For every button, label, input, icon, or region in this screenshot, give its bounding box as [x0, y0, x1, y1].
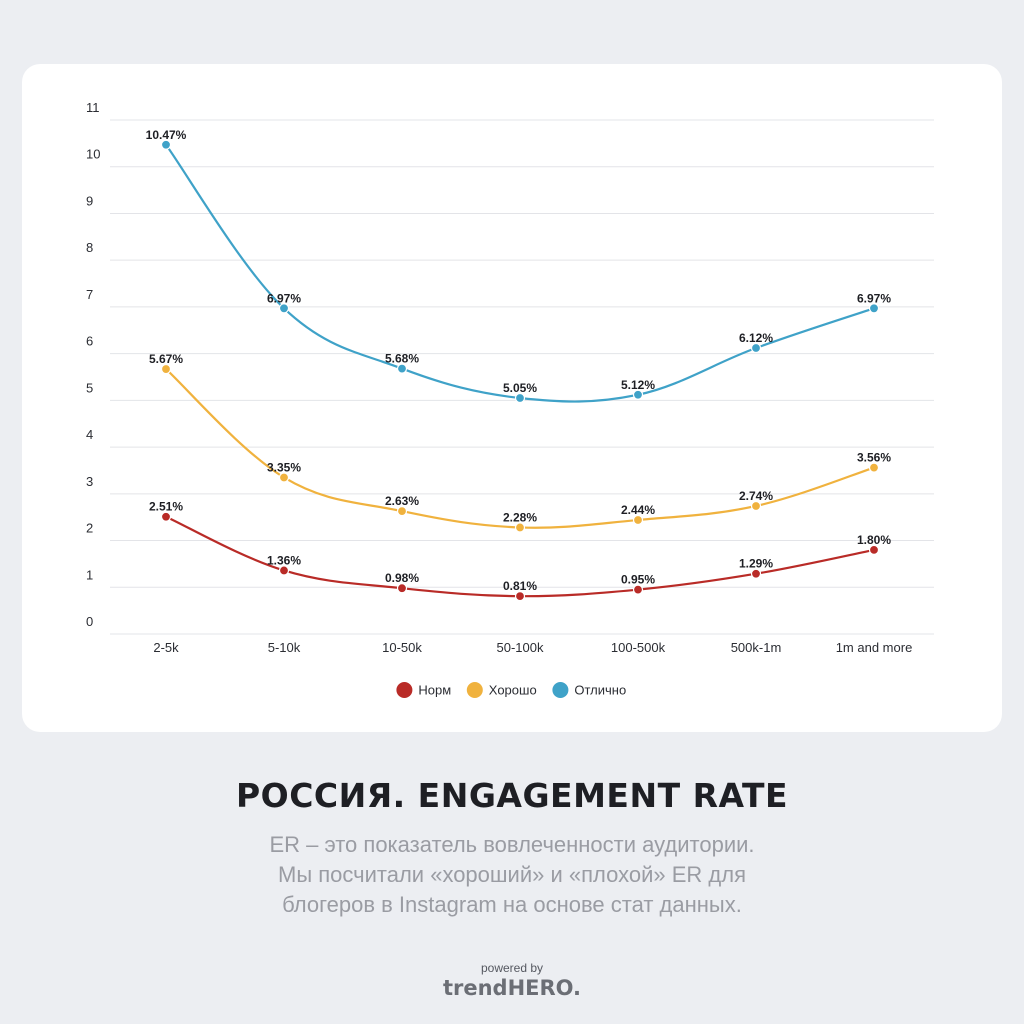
data-point [868, 544, 880, 555]
data-label: 0.95% [621, 573, 655, 587]
legend-label: Отлично [574, 683, 626, 698]
data-label: 5.12% [621, 378, 655, 392]
legend-marker [396, 682, 413, 698]
data-label: 2.63% [385, 494, 419, 508]
data-point [632, 389, 644, 400]
y-tick-label: 2 [86, 521, 93, 536]
data-label: 10.47% [146, 128, 187, 142]
data-point [278, 472, 290, 483]
data-point [514, 522, 526, 533]
data-point [750, 568, 762, 579]
data-label: 6.12% [739, 331, 773, 345]
data-label: 1.80% [857, 533, 891, 547]
data-label: 5.05% [503, 381, 537, 395]
x-tick-label: 5-10k [268, 640, 301, 655]
brand-logo: trendHERO. [442, 976, 582, 1000]
data-label: 0.81% [503, 579, 537, 593]
data-point [514, 591, 526, 602]
engagement-rate-chart: 0 1 2 3 4 5 6 7 8 9 10 11 2-5k 5-10k 10-50k 50-100k 100-… [86, 100, 934, 698]
data-label: 2.74% [739, 489, 773, 503]
data-point [278, 303, 290, 314]
y-tick-label: 10 [86, 147, 100, 162]
data-label: 2.28% [503, 510, 537, 524]
y-tick-label: 5 [86, 380, 93, 395]
x-tick-label: 10-50k [382, 640, 422, 655]
legend-label: Хорошо [489, 683, 537, 698]
data-label: 6.97% [267, 291, 301, 305]
x-tick-label: 2-5k [153, 640, 179, 655]
series-line [165, 144, 875, 403]
x-tick-label: 50-100k [497, 640, 544, 655]
y-tick-label: 0 [86, 614, 93, 629]
y-tick-label: 4 [86, 427, 93, 442]
data-label: 5.68% [385, 352, 419, 366]
data-label: 3.35% [267, 460, 301, 474]
description-line: ER – это показатель вовлеченности аудито… [269, 832, 755, 857]
data-point [750, 500, 762, 512]
data-point [868, 303, 880, 314]
data-point [396, 506, 408, 517]
x-tick-label: 1m and more [836, 640, 913, 655]
data-label: 2.44% [621, 503, 655, 517]
chart-card: 0 1 2 3 4 5 6 7 8 9 10 11 2-5k 5-10k 10-50k 50-100k 100-… [22, 64, 1002, 732]
data-label: 0.98% [385, 571, 419, 585]
data-point [396, 363, 408, 374]
data-point [396, 583, 408, 594]
x-tick-label: 100-500k [611, 640, 666, 655]
data-point [750, 342, 762, 354]
data-label: 1.36% [267, 553, 301, 567]
data-point [514, 392, 526, 404]
data-label: 3.56% [857, 451, 891, 465]
data-point [632, 584, 644, 595]
y-tick-label: 7 [86, 287, 93, 302]
data-label: 1.29% [739, 557, 773, 571]
legend-marker [466, 682, 483, 698]
y-tick-label: 11 [86, 100, 100, 115]
y-tick-label: 1 [86, 567, 93, 582]
data-label: 5.67% [149, 352, 183, 366]
legend-label: Норм [418, 683, 451, 698]
data-label: 2.51% [149, 500, 183, 514]
description: ER – это показатель вовлеченности аудито… [0, 830, 1024, 920]
legend-marker [552, 682, 569, 698]
data-point [160, 139, 172, 150]
y-tick-label: 3 [86, 474, 93, 489]
description-line: блогеров в Instagram на основе стат данн… [282, 892, 742, 917]
y-tick-label: 6 [86, 334, 93, 349]
data-point [868, 462, 880, 473]
data-point [278, 565, 290, 576]
x-tick-label: 500k-1m [731, 640, 782, 655]
data-point [160, 511, 172, 522]
data-point [160, 363, 172, 375]
description-line: Мы посчитали «хороший» и «плохой» ER для [278, 862, 746, 887]
data-point [632, 514, 644, 526]
data-label: 6.97% [857, 291, 891, 305]
y-tick-label: 8 [86, 240, 93, 255]
powered-by-label: powered by [480, 961, 544, 975]
y-tick-label: 9 [86, 193, 93, 208]
page-title: РОССИЯ. ENGAGEMENT RATE [235, 776, 789, 815]
